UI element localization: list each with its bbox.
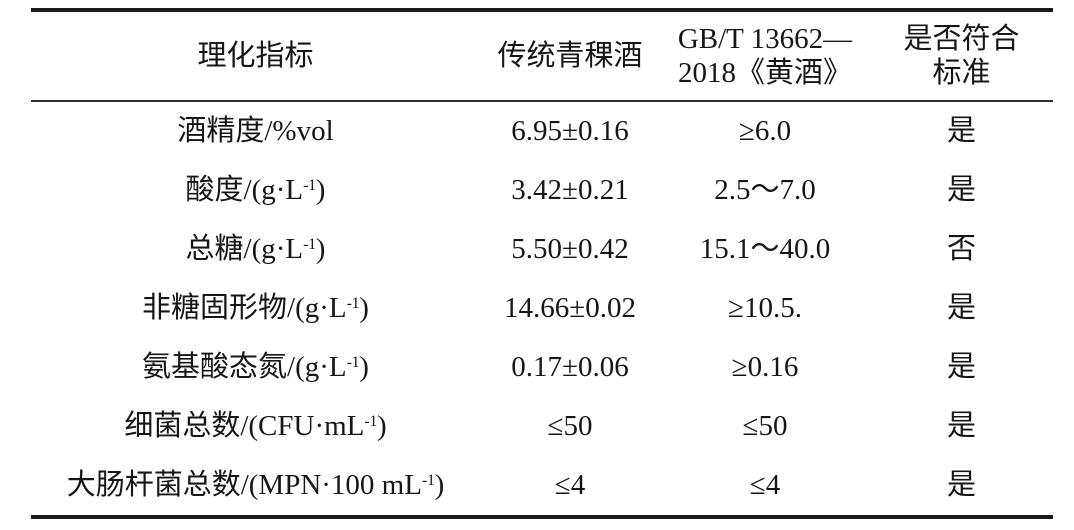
unit-superscript: -1 [364,413,378,431]
sample-value-cell: 5.50±0.42 [511,233,629,266]
sample-value-cell: 0.17±0.06 [511,351,629,384]
indicator-cell: 大肠杆菌总数/(MPN·100 mL-1) [31,456,480,515]
standard-range-cell: 2.5～7.0 [714,174,816,207]
header-cell-indicator: 理化指标 [197,39,314,72]
conformity-cell: 是 [946,292,976,325]
table-bottom-rule [31,515,1053,519]
table-header-rule [31,100,1053,102]
unit-superscript: -1 [421,472,435,490]
indicator-cell: 酸度/(g·L-1) [31,161,480,220]
indicator-cell: 细菌总数/(CFU·mL-1) [31,397,480,456]
unit-superscript: -1 [346,295,360,313]
sample-value-cell: 3.42±0.21 [511,174,629,207]
indicator-label: 非糖固形物/(g·L-1) [142,292,369,325]
sample-value-cell: ≤4 [554,469,586,502]
indicator-cell: 氨基酸态氮/(g·L-1) [31,338,480,397]
unit-superscript: -1 [346,354,360,372]
standard-range-cell: 15.1～40.0 [699,233,831,266]
conformity-cell: 是 [946,351,976,384]
indicator-label: 细菌总数/(CFU·mL-1) [124,410,387,443]
table-body: 酒精度/%vol 6.95±0.16 ≥6.0 是 酸度/(g·L-1) 3.4… [31,102,1053,515]
standard-range-cell: ≤50 [742,410,788,443]
header-cell-conform: 是否符合 标准 [903,22,1020,89]
standard-range-cell: ≤4 [749,469,781,502]
unit-superscript: -1 [303,177,316,195]
indicator-label: 大肠杆菌总数/(MPN·100 mL-1) [66,469,445,502]
indicator-label: 酸度/(g·L-1) [185,174,326,207]
indicator-label: 总糖/(g·L-1) [185,233,326,266]
conformity-cell: 是 [946,174,976,207]
standard-range-cell: ≥10.5. [728,292,802,325]
sample-value-cell: 14.66±0.02 [504,292,636,325]
standard-range-cell: ≥6.0 [738,115,792,148]
indicator-label: 酒精度/%vol [177,115,334,148]
indicator-comparison-table: 理化指标 传统青稞酒 GB/T 13662— 2018《黄酒》 是否符合 标准 … [31,8,1053,519]
indicator-cell: 非糖固形物/(g·L-1) [31,279,480,338]
table-top-rule [31,8,1053,12]
header-cell-standard: GB/T 13662— 2018《黄酒》 [677,22,853,89]
indicator-cell: 酒精度/%vol [31,102,480,161]
sample-value-cell: 6.95±0.16 [511,115,629,148]
conformity-cell: 是 [946,115,976,148]
table-header-row: 理化指标 传统青稞酒 GB/T 13662— 2018《黄酒》 是否符合 标准 [31,12,1053,100]
conformity-cell: 是 [946,469,976,502]
indicator-cell: 总糖/(g·L-1) [31,220,480,279]
conformity-cell: 是 [946,410,976,443]
conformity-cell: 否 [946,233,976,266]
sample-value-cell: ≤50 [547,410,593,443]
header-cell-sample: 传统青稞酒 [497,39,643,72]
standard-range-cell: ≥0.16 [731,351,799,384]
unit-superscript: -1 [303,236,316,254]
indicator-label: 氨基酸态氮/(g·L-1) [142,351,369,384]
